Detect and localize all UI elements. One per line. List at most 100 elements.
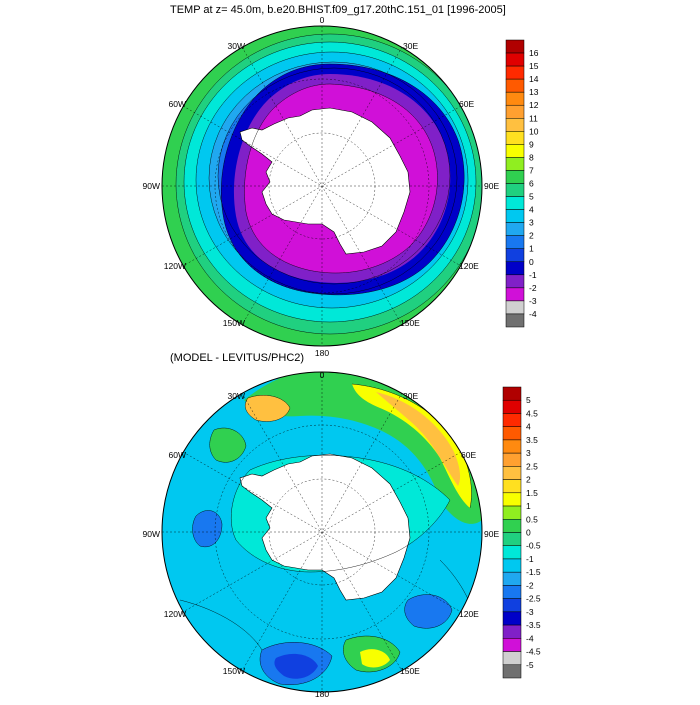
top-lon-label-90e: 90E xyxy=(484,181,499,191)
top-lon-label-60w: 60W xyxy=(169,99,186,109)
bottom-colorbar-swatch xyxy=(502,413,522,427)
top-colorbar-swatch xyxy=(505,274,525,289)
bottom-lon-label-150w: 150W xyxy=(223,666,245,676)
top-colorbar-swatch xyxy=(505,144,525,158)
bottom-colorbar-swatch xyxy=(502,505,522,520)
bottom-lon-label-90w: 90W xyxy=(143,529,160,539)
top-colorbar-swatch xyxy=(505,39,525,54)
top-colorbar-swatch xyxy=(505,118,525,132)
top-colorbar-tick-label: -3 xyxy=(529,296,537,306)
bottom-anomaly-orange-east xyxy=(376,392,461,486)
top-colorbar-tick-label: 3 xyxy=(529,218,534,228)
bottom-colorbar-swatch xyxy=(502,545,522,560)
bottom-panel-title: (MODEL - LEVITUS/PHC2) xyxy=(170,352,304,364)
bottom-lon-label-150e: 150E xyxy=(400,666,420,676)
bottom-colorbar-swatch xyxy=(502,519,522,533)
bottom-colorbar-swatch xyxy=(502,466,522,480)
top-lon-label-0: 0 xyxy=(320,15,325,25)
top-colorbar-tick-label: 4 xyxy=(529,205,534,215)
top-colorbar-tick-label: 13 xyxy=(529,87,539,97)
top-lon-label-120e: 120E xyxy=(459,261,479,271)
bottom-colorbar-tick-label: 3.5 xyxy=(526,435,538,445)
top-colorbar-tick-label: 5 xyxy=(529,192,534,202)
top-colorbar-swatch xyxy=(505,91,525,106)
bottom-colorbar-swatch xyxy=(502,558,522,573)
bottom-antarctica-land xyxy=(239,453,411,601)
top-graticule xyxy=(162,26,482,346)
bottom-anomaly-yellow-southeast xyxy=(360,649,390,668)
top-colorbar-swatch xyxy=(505,209,525,223)
bottom-colorbar-tick-label: 4.5 xyxy=(526,408,538,418)
top-colorbar-tick-label: 11 xyxy=(529,113,538,123)
bottom-graticule xyxy=(162,372,482,692)
top-colorbar-tick-label: 0 xyxy=(529,257,534,267)
bottom-map xyxy=(162,372,482,692)
top-colorbar-tick-label: 1 xyxy=(529,244,534,254)
top-lon-label-60e: 60E xyxy=(459,99,474,109)
top-lon-label-180: 180 xyxy=(315,348,329,358)
top-colorbar-tick-label: 9 xyxy=(529,139,534,149)
bottom-colorbar-tick-label: 4 xyxy=(526,422,531,432)
bottom-lon-label-120w: 120W xyxy=(164,609,186,619)
bottom-colorbar-swatch xyxy=(502,611,522,626)
top-colorbar-tick-label: -1 xyxy=(529,270,537,280)
bottom-colorbar-tick-label: 2 xyxy=(526,475,531,485)
top-lon-label-90w: 90W xyxy=(143,181,160,191)
bottom-colorbar-tick-label: -1.5 xyxy=(526,567,541,577)
bottom-anomaly-green-west xyxy=(209,427,246,463)
bottom-panel: (MODEL - LEVITUS/PHC2) xyxy=(143,352,541,699)
bottom-colorbar-swatch xyxy=(502,479,522,494)
bottom-colorbar-swatch xyxy=(502,664,522,679)
bottom-colorbar-tick-label: -2.5 xyxy=(526,594,541,604)
bottom-colorbar-tick-label: 5 xyxy=(526,395,531,405)
top-colorbar-swatch xyxy=(505,78,525,93)
bottom-colorbar-tick-label: 2.5 xyxy=(526,461,538,471)
bottom-anomaly-darkblue-south xyxy=(274,653,318,679)
bottom-colorbar-tick-label: -1 xyxy=(526,554,534,564)
bottom-colorbar-swatch xyxy=(502,624,522,639)
bottom-colorbar-tick-label: -4 xyxy=(526,633,534,643)
top-colorbar-swatch xyxy=(505,287,525,302)
bottom-colorbar-tick-label: -3 xyxy=(526,607,534,617)
bottom-lon-label-60e: 60E xyxy=(461,450,476,460)
bottom-lon-label-180: 180 xyxy=(315,689,329,699)
top-panel-title: TEMP at z= 45.0m, b.e20.BHIST.f09_g17.20… xyxy=(170,4,506,16)
top-colorbar-tick-label: -2 xyxy=(529,283,537,293)
top-antarctica-land xyxy=(239,107,411,255)
bottom-lon-label-90e: 90E xyxy=(484,529,499,539)
bottom-colorbar-swatch xyxy=(502,426,522,441)
bottom-colorbar-tick-label: 1 xyxy=(526,501,531,511)
top-colorbar-tick-label: -4 xyxy=(529,309,537,319)
top-colorbar-tick-label: 6 xyxy=(529,179,534,189)
bottom-colorbar-swatch xyxy=(502,386,522,401)
top-colorbar-tick-label: 14 xyxy=(529,74,539,84)
bottom-anomaly-yellow-30w xyxy=(245,395,290,422)
top-map-border xyxy=(161,25,483,347)
bottom-colorbar-swatch xyxy=(502,439,522,454)
top-lon-label-150e: 150E xyxy=(400,318,420,328)
bottom-colorbar-tick-label: -5 xyxy=(526,660,534,670)
top-colorbar-swatch xyxy=(505,104,525,119)
top-colorbar-swatch xyxy=(505,131,525,145)
top-map xyxy=(162,26,482,346)
bottom-colorbar-tick-label: 1.5 xyxy=(526,488,538,498)
top-colorbar-tick-label: 8 xyxy=(529,152,534,162)
top-colorbar-swatch xyxy=(505,65,525,80)
bottom-colorbar-swatch xyxy=(502,492,522,507)
bottom-colorbar-swatch xyxy=(502,651,522,666)
top-lon-label-30e: 30E xyxy=(403,41,418,51)
top-colorbar-tick-label: 12 xyxy=(529,100,539,110)
bottom-lon-labels: 0 30E 60E 90E 120E 150E 180 150W 120W 90… xyxy=(143,370,500,699)
bottom-colorbar-tick-label: 3 xyxy=(526,448,531,458)
bottom-colorbar-tick-label: -2 xyxy=(526,580,534,590)
bottom-colorbar-swatch xyxy=(502,638,522,652)
top-colorbar-swatch xyxy=(505,235,525,249)
top-colorbar-tick-label: 2 xyxy=(529,231,534,241)
bottom-lon-label-60w: 60W xyxy=(169,450,186,460)
bottom-lon-label-30e: 30E xyxy=(403,391,418,401)
bottom-lon-label-0: 0 xyxy=(320,370,325,380)
top-contour-lines xyxy=(175,33,482,335)
top-colorbar-swatch xyxy=(505,170,525,184)
